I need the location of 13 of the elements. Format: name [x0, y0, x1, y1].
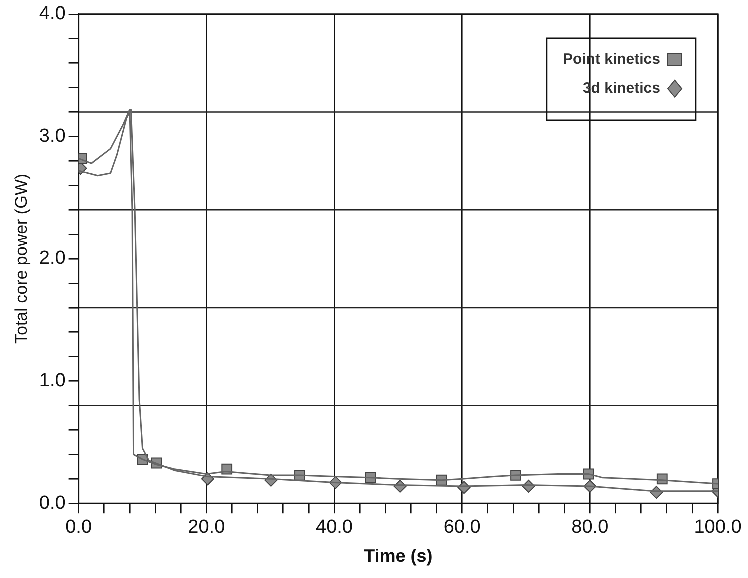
y-tick-label: 4.0 [39, 4, 66, 25]
y-axis-title: Total core power (GW) [12, 174, 31, 344]
x-tick-label: 20.0 [188, 517, 226, 538]
x-tick-label: 40.0 [316, 517, 353, 538]
x-tick-label: 60.0 [444, 517, 481, 538]
y-tick-label: 3.0 [39, 126, 66, 147]
x-tick-label: 0.0 [66, 517, 92, 538]
y-tick-label: 2.0 [39, 248, 66, 270]
x-tick-label: 80.0 [572, 517, 609, 538]
x-tick-label: 100.0 [694, 517, 742, 538]
y-tick-label: 0.0 [39, 492, 66, 514]
y-tick-label: 1.0 [39, 370, 66, 392]
x-axis-title: Time (s) [364, 546, 433, 566]
